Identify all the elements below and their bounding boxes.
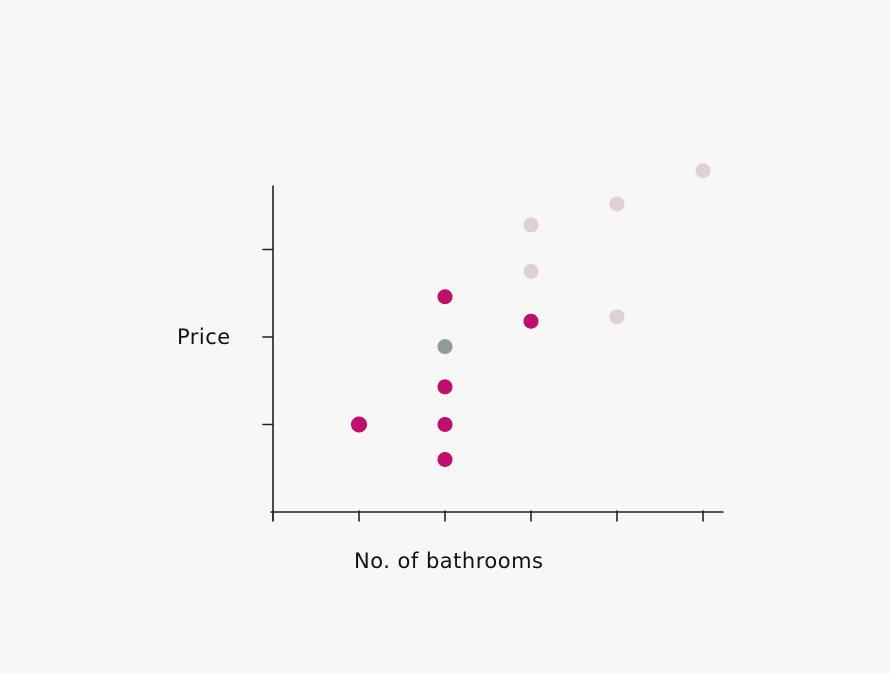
data-point bbox=[609, 196, 625, 212]
data-points bbox=[351, 163, 711, 467]
data-point bbox=[437, 289, 453, 305]
data-point bbox=[437, 417, 453, 432]
data-point bbox=[523, 313, 539, 329]
data-point bbox=[609, 309, 625, 325]
data-point bbox=[523, 217, 539, 233]
data-point bbox=[351, 416, 367, 433]
x-axis-title: No. of bathrooms bbox=[354, 549, 543, 573]
y-axis-title: Price bbox=[177, 325, 231, 349]
data-point bbox=[437, 339, 453, 355]
data-point bbox=[523, 263, 539, 279]
data-point bbox=[437, 452, 453, 467]
data-point bbox=[437, 379, 453, 395]
data-point bbox=[695, 163, 711, 179]
chart-axes bbox=[262, 185, 724, 522]
